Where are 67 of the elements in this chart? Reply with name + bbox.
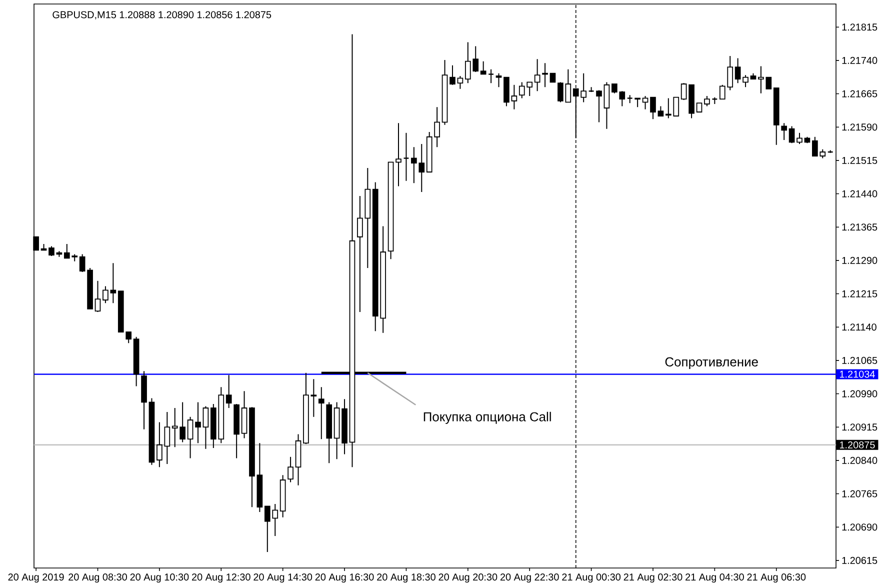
y-tick-label: 1.21065 — [842, 356, 878, 364]
candlestick — [288, 456, 294, 483]
x-tick-label: 20 Aug 12:30 — [192, 574, 250, 583]
candlestick — [796, 132, 802, 144]
candlestick — [542, 62, 548, 88]
candlestick — [195, 402, 201, 444]
y-tick-label: 1.21440 — [842, 190, 878, 198]
candlestick — [202, 406, 209, 450]
candlestick — [596, 90, 602, 123]
x-tick-label: 21 Aug 00:30 — [562, 574, 621, 583]
candlestick — [534, 58, 540, 92]
candlestick — [488, 68, 494, 84]
y-tick-label: 1.21215 — [842, 290, 878, 298]
x-tick-label: 20 Aug 10:30 — [130, 574, 189, 583]
annotation: Сопротивление — [665, 357, 758, 370]
candlestick — [734, 58, 741, 84]
y-tick-label: 1.20915 — [842, 424, 878, 431]
y-tick-label: 1.21815 — [842, 24, 878, 31]
y-tick-label: 1.21365 — [842, 224, 878, 231]
candlestick — [102, 286, 108, 304]
y-tick-label: 1.21740 — [842, 56, 878, 64]
y-tick-label: 1.21290 — [842, 256, 878, 264]
candlestick — [48, 246, 54, 256]
candlestick — [480, 60, 486, 75]
candlestick — [511, 84, 518, 110]
y-tick-label: 1.20765 — [842, 490, 878, 498]
candlestick — [496, 72, 502, 88]
x-tick-label: 21 Aug 02:30 — [624, 574, 682, 583]
candlestick — [110, 262, 116, 304]
x-tick-label: 21 Aug 04:30 — [686, 574, 744, 583]
candlestick — [310, 378, 317, 418]
candlestick — [94, 280, 101, 312]
x-tick-label: 20 Aug 16:30 — [315, 574, 374, 583]
y-tick-label: 1.20690 — [842, 524, 878, 531]
candlestick — [650, 96, 656, 120]
y-tick-label: 1.21140 — [842, 324, 876, 331]
x-tick-label: 20 Aug 2019 — [8, 574, 64, 583]
candlestick — [226, 374, 232, 408]
y-tick-label: 1.20990 — [842, 390, 878, 398]
x-tick-label: 20 Aug 18:30 — [377, 574, 436, 583]
candlestick — [704, 95, 710, 107]
candlestick — [396, 122, 402, 187]
y-tick-label: 1.20840 — [842, 456, 878, 464]
text: GBPUSD,M15 1.20888 1.20890 1.20856 1.20875 — [52, 11, 272, 20]
candlestick — [403, 132, 410, 182]
y-tick-label: 1.20615 — [842, 556, 878, 564]
annotation: Покупка опциона Call — [424, 412, 551, 424]
y-tick-label: 1.21665 — [842, 90, 878, 98]
y-tick-label: 1.21590 — [842, 124, 878, 131]
candlestick — [457, 75, 464, 90]
candlestick — [318, 386, 324, 440]
y-tick-label: 1.21515 — [842, 156, 878, 164]
x-tick-label: 21 Aug 06:30 — [747, 574, 806, 583]
candlestick — [79, 254, 86, 272]
ref-line-label: 1.20875 — [840, 441, 875, 448]
ref-line-label: 1.21034 — [840, 370, 875, 378]
x-tick-label: 20 Aug 08:30 — [68, 574, 127, 583]
candlestick — [788, 126, 795, 144]
candlestick — [742, 74, 748, 88]
candlestick — [604, 82, 610, 130]
candlestick — [658, 106, 664, 116]
candlestick — [781, 122, 787, 140]
candlestick — [187, 416, 194, 459]
x-tick-label: 20 Aug 22:30 — [500, 574, 559, 583]
x-tick-label: 20 Aug 20:30 — [438, 574, 498, 583]
x-tick-label: 20 Aug 14:30 — [254, 574, 312, 583]
candlestick — [450, 64, 456, 86]
